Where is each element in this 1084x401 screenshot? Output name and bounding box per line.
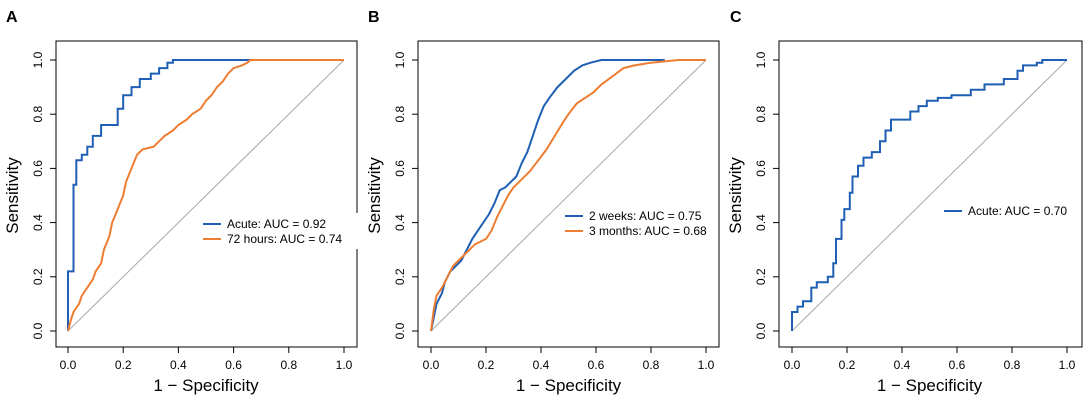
legend: 2 weeks: AUC = 0.753 months: AUC = 0.68 [559, 205, 717, 241]
x-tick-label: 0.2 [478, 358, 495, 372]
roc-curve-1 [791, 59, 1067, 331]
x-tick-label: 0.4 [533, 358, 550, 372]
y-tick-label: 0.0 [754, 322, 768, 339]
roc-curve-1 [67, 59, 251, 331]
y-tick-label: 0.2 [754, 268, 768, 285]
x-tick-label: 1.0 [698, 358, 715, 372]
x-tick-label: 0.4 [170, 358, 187, 372]
y-tick-label: 0.2 [393, 268, 407, 285]
y-axis-title: Sensitivity [365, 157, 384, 234]
x-axis-title: 1 − Specificity [877, 376, 983, 395]
legend: Acute: AUC = 0.70 [938, 200, 1080, 222]
legend-box [938, 200, 1080, 222]
legend-label: 72 hours: AUC = 0.74 [227, 232, 342, 246]
x-tick-label: 0.0 [784, 358, 801, 372]
y-tick-label: 1.0 [393, 51, 407, 68]
panel-letter: A [6, 9, 18, 26]
x-axis-title: 1 − Specificity [516, 376, 622, 395]
panel-letter: C [730, 9, 742, 26]
reference-diagonal [67, 59, 345, 332]
y-tick-label: 0.6 [31, 160, 45, 177]
x-axis: 0.0 0.2 0.4 0.6 0.8 1.0 1 − Specificity [423, 346, 715, 395]
x-tick-label: 0.8 [643, 358, 660, 372]
x-tick-label: 0.0 [60, 358, 77, 372]
panel-letter: B [368, 9, 380, 26]
panel-b: B 0.0 0.2 0.4 0.6 0.8 1.0 1 − Specificity 0.0 0.2… [365, 9, 720, 395]
x-axis-title: 1 − Specificity [153, 376, 259, 395]
y-tick-label: 1.0 [754, 51, 768, 68]
y-tick-label: 0.8 [393, 106, 407, 123]
x-tick-label: 0.8 [1004, 358, 1021, 372]
y-tick-label: 0.0 [393, 322, 407, 339]
panel-a: A 0.0 0.2 0.4 0.6 0.8 1.0 1 − Specificity 0.0 0.2… [3, 9, 363, 395]
y-axis: 0.0 0.2 0.4 0.6 0.8 1.0 Sensitivity [365, 51, 419, 339]
x-tick-label: 0.6 [949, 358, 966, 372]
y-tick-label: 0.0 [31, 322, 45, 339]
x-axis: 0.0 0.2 0.4 0.6 0.8 1.0 1 − Specificity [784, 346, 1076, 395]
x-tick-label: 0.8 [280, 358, 297, 372]
y-axis: 0.0 0.2 0.4 0.6 0.8 1.0 Sensitivity [726, 51, 780, 339]
y-tick-label: 0.4 [754, 214, 768, 231]
x-tick-label: 0.6 [588, 358, 605, 372]
y-tick-label: 1.0 [31, 51, 45, 68]
x-tick-label: 0.2 [115, 358, 132, 372]
legend-label: 2 weeks: AUC = 0.75 [589, 209, 702, 223]
roc-curve-1 [430, 59, 665, 332]
plot-frame [417, 40, 720, 348]
y-tick-label: 0.6 [754, 160, 768, 177]
x-tick-label: 0.4 [894, 358, 911, 372]
x-tick-label: 0.2 [839, 358, 856, 372]
y-axis: 0.0 0.2 0.4 0.6 0.8 1.0 Sensitivity [3, 51, 57, 339]
x-tick-label: 0.6 [225, 358, 242, 372]
y-axis-title: Sensitivity [726, 157, 745, 234]
x-tick-label: 0.0 [423, 358, 440, 372]
reference-diagonal [791, 59, 1068, 332]
legend-label: 3 months: AUC = 0.68 [589, 224, 707, 238]
y-tick-label: 0.4 [31, 214, 45, 231]
legend-label: Acute: AUC = 0.92 [227, 217, 326, 231]
y-tick-label: 0.8 [754, 106, 768, 123]
legend-box [559, 205, 717, 241]
reference-diagonal [430, 59, 707, 332]
x-axis: 0.0 0.2 0.4 0.6 0.8 1.0 1 − Specificity [60, 346, 353, 395]
y-axis-title: Sensitivity [3, 157, 22, 234]
x-tick-label: 1.0 [1059, 358, 1076, 372]
x-tick-label: 1.0 [336, 358, 353, 372]
y-tick-label: 0.8 [31, 106, 45, 123]
roc-curve-2 [67, 59, 344, 332]
legend-box [197, 213, 363, 249]
roc-curve-2 [430, 59, 706, 332]
y-tick-label: 0.4 [393, 214, 407, 231]
panel-c: C 0.0 0.2 0.4 0.6 0.8 1.0 1 − Specificity 0.0 0.2… [726, 9, 1083, 395]
y-tick-label: 0.6 [393, 160, 407, 177]
y-tick-label: 0.2 [31, 268, 45, 285]
legend-label: Acute: AUC = 0.70 [968, 204, 1067, 218]
plot-frame [55, 40, 358, 348]
